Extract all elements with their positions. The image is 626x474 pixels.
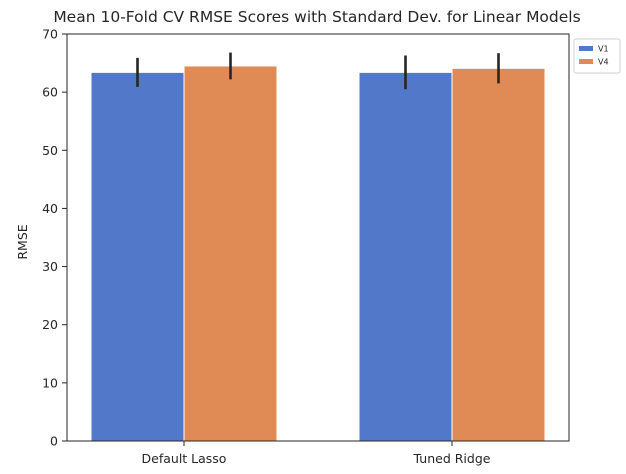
legend-frame <box>573 38 621 74</box>
y-tick-label: 10 <box>42 375 58 390</box>
y-axis-label: RMSE <box>15 224 30 259</box>
bar-v4-1 <box>451 67 546 442</box>
bar-v4-0 <box>183 65 278 442</box>
legend-swatch-v4 <box>579 59 593 64</box>
bars-group <box>90 65 546 442</box>
x-tick-label: Default Lasso <box>142 451 227 466</box>
x-tick-label: Tuned Ridge <box>413 451 491 466</box>
y-tick-label: 30 <box>42 259 58 274</box>
chart-title: Mean 10-Fold CV RMSE Scores with Standar… <box>53 8 580 26</box>
y-tick-label: 0 <box>50 434 58 449</box>
y-tick-label: 20 <box>42 317 58 332</box>
legend-label-v1: V1 <box>598 45 609 54</box>
y-tick-label: 60 <box>42 85 58 100</box>
error-bars-group <box>136 52 500 90</box>
y-tick-label: 50 <box>42 143 58 158</box>
y-ticks-group: 0 10 20 30 40 50 60 70 <box>42 27 67 449</box>
legend-label-v4: V4 <box>598 58 609 67</box>
plot-frame <box>66 33 570 442</box>
bar-v1-1 <box>358 71 453 442</box>
legend-swatch-v1 <box>579 46 593 51</box>
y-tick-label: 70 <box>42 27 58 42</box>
x-ticks-group: Default Lasso Tuned Ridge <box>142 441 491 466</box>
bar-v1-0 <box>90 71 185 442</box>
y-tick-label: 40 <box>42 201 58 216</box>
